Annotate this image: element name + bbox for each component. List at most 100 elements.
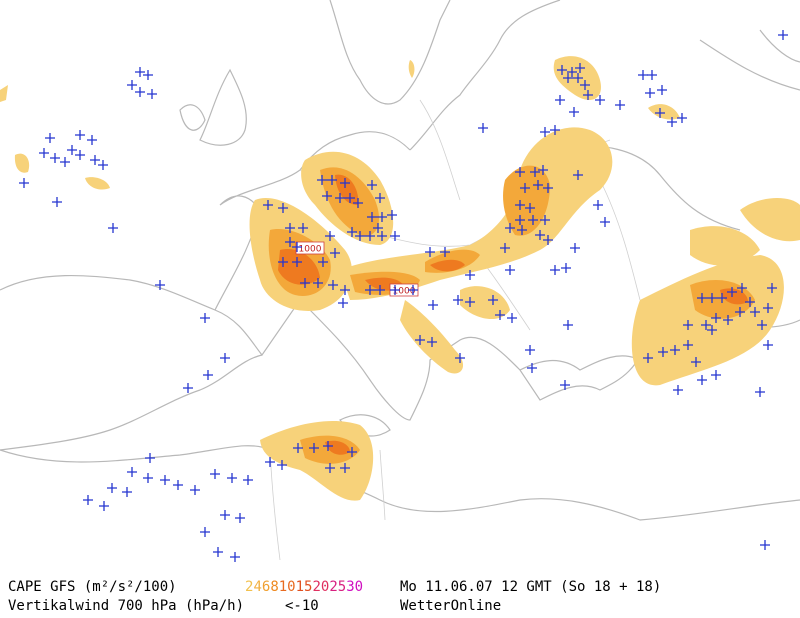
wind-marker [145,453,155,463]
wind-marker [440,247,450,257]
wind-marker [122,487,132,497]
wind-marker [520,183,530,193]
wind-marker [143,473,153,483]
wind-marker [338,298,348,308]
isobar-label: 1000 [393,287,416,297]
wind-marker [697,375,707,385]
isobar-label: 1000 [299,245,322,255]
wind-marker [757,320,767,330]
wind-marker [763,340,773,350]
wind-marker [600,217,610,227]
wind-marker [263,200,273,210]
cape-area [278,249,320,285]
wind-marker [335,193,345,203]
wind-marker [533,180,543,190]
wind-marker [767,283,777,293]
wind-marker [427,337,437,347]
wind-marker [697,293,707,303]
wind-marker [495,310,505,320]
wind-marker [453,295,463,305]
cape-area [430,259,465,272]
wind-marker [87,135,97,145]
wind-title: Vertikalwind 700 hPa (hPa/h) [8,598,244,614]
wind-marker [318,257,328,267]
wind-marker [750,307,760,317]
wind-marker [200,527,210,537]
wind-marker [330,248,340,258]
wind-marker [83,495,93,505]
wind-marker [203,370,213,380]
wind-marker [655,108,665,118]
wind-marker [737,283,747,293]
wind-marker [517,225,527,235]
wind-marker [377,231,387,241]
wind-marker [657,85,667,95]
wind-marker [340,285,350,295]
wind-marker [285,223,295,233]
wind-marker [555,95,565,105]
wind-marker [347,227,357,237]
wind-marker [711,370,721,380]
wind-marker [455,353,465,363]
wind-marker [428,300,438,310]
cape-title: CAPE GFS (m²/s²/100) [8,579,177,595]
wind-marker [683,320,693,330]
wind-marker [325,231,335,241]
wind-threshold: <-10 [285,598,319,614]
wind-marker [645,88,655,98]
wind-marker [375,193,385,203]
wind-marker [390,285,400,295]
wind-marker [127,80,137,90]
legend-entry: 30 [346,579,363,595]
cape-legend: 24681015202530 [245,579,363,595]
wind-marker [723,315,733,325]
wind-marker [387,210,397,220]
wind-marker [39,148,49,158]
wind-marker [220,510,230,520]
forecast-date: Mo 11.06.07 12 GMT (So 18 + 18) [400,579,661,595]
wind-marker [345,193,355,203]
wind-marker [325,463,335,473]
wind-marker [701,320,711,330]
wind-marker [155,280,165,290]
wind-marker [745,297,755,307]
wind-marker [569,107,579,117]
wind-marker [573,170,583,180]
wind-marker [292,242,302,252]
wind-marker [328,280,338,290]
wind-marker [340,463,350,473]
wind-marker [143,70,153,80]
wind-marker [550,265,560,275]
cape-area [400,300,464,374]
wind-marker [408,285,418,295]
wind-marker [527,363,537,373]
wind-marker [107,483,117,493]
wind-marker [340,178,350,188]
brand: WetterOnline [400,598,501,614]
wind-marker [52,197,62,207]
wind-marker [160,475,170,485]
wind-marker [755,387,765,397]
wind-marker [515,167,525,177]
wind-marker [173,480,183,490]
wind-marker [367,212,377,222]
wind-marker [220,353,230,363]
wind-marker [727,287,737,297]
wind-marker [327,175,337,185]
wind-marker [227,473,237,483]
wind-marker [309,443,319,453]
wind-marker [373,223,383,233]
wind-marker [583,90,593,100]
wind-marker [127,467,137,477]
wind-marker [561,263,571,273]
wind-marker [317,175,327,185]
wind-marker [525,203,535,213]
wind-marker [200,313,210,323]
wind-marker [365,285,375,295]
wind-marker [390,231,400,241]
wind-marker [760,540,770,550]
cape-area [460,286,510,320]
wind-marker [667,117,677,127]
footer-background [0,575,800,618]
